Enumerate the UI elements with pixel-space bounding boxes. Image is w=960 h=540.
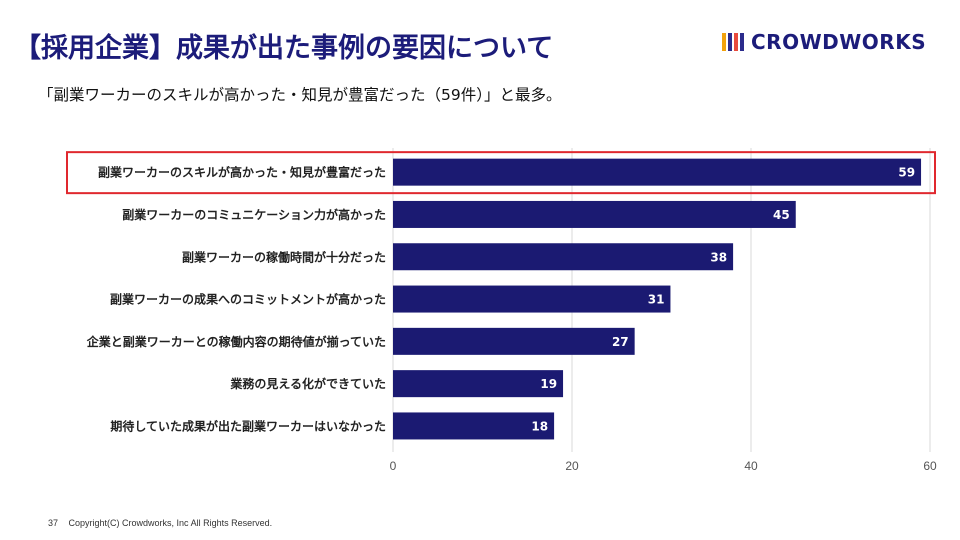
logo-text: CROWDWORKS (751, 30, 927, 54)
bar-value-label: 38 (710, 250, 727, 264)
category-label: 副業ワーカーの稼働時間が十分だった (182, 249, 386, 264)
page-subtitle: 「副業ワーカーのスキルが高かった・知見が豊富だった（59件）」と最多。 (38, 86, 562, 104)
bar (393, 200, 796, 228)
bar-value-label: 19 (540, 377, 557, 391)
copyright-text: Copyright(C) Crowdworks, Inc All Rights … (68, 518, 273, 528)
bar (393, 412, 555, 440)
category-label: 期待していた成果が出た副業ワーカーはいなかった (110, 418, 386, 433)
page-number: 37 (48, 518, 59, 528)
x-tick-label: 40 (744, 459, 758, 473)
x-tick-label: 0 (390, 459, 397, 473)
category-label: 企業と副業ワーカーとの稼働内容の期待値が揃っていた (86, 334, 386, 349)
crowdworks-logo: CROWDWORKS (722, 30, 926, 54)
category-label: 副業ワーカーのコミュニケーション力が高かった (122, 207, 386, 222)
x-tick-label: 60 (923, 459, 937, 473)
footer: 37 Copyright(C) Crowdworks, Inc All Righ… (48, 518, 272, 528)
category-label: 副業ワーカーのスキルが高かった・知見が豊富だった (98, 165, 386, 180)
highlight-box (66, 151, 936, 195)
bar (393, 243, 734, 271)
bar (393, 370, 564, 398)
bar-value-label: 45 (773, 208, 790, 222)
bar-value-label: 27 (612, 335, 629, 349)
bar-value-label: 31 (648, 293, 665, 307)
category-label: 副業ワーカーの成果へのコミットメントが高かった (110, 292, 386, 307)
page-title: 【採用企業】成果が出た事例の要因について (14, 33, 554, 64)
bar (393, 158, 922, 186)
bar (393, 285, 671, 313)
category-label: 業務の見える化ができていた (229, 376, 386, 391)
bar (393, 327, 635, 355)
logo-mark-icon (722, 33, 744, 51)
x-tick-label: 20 (565, 459, 579, 473)
bar-value-label: 18 (531, 419, 548, 433)
bar-value-label: 59 (898, 166, 915, 180)
